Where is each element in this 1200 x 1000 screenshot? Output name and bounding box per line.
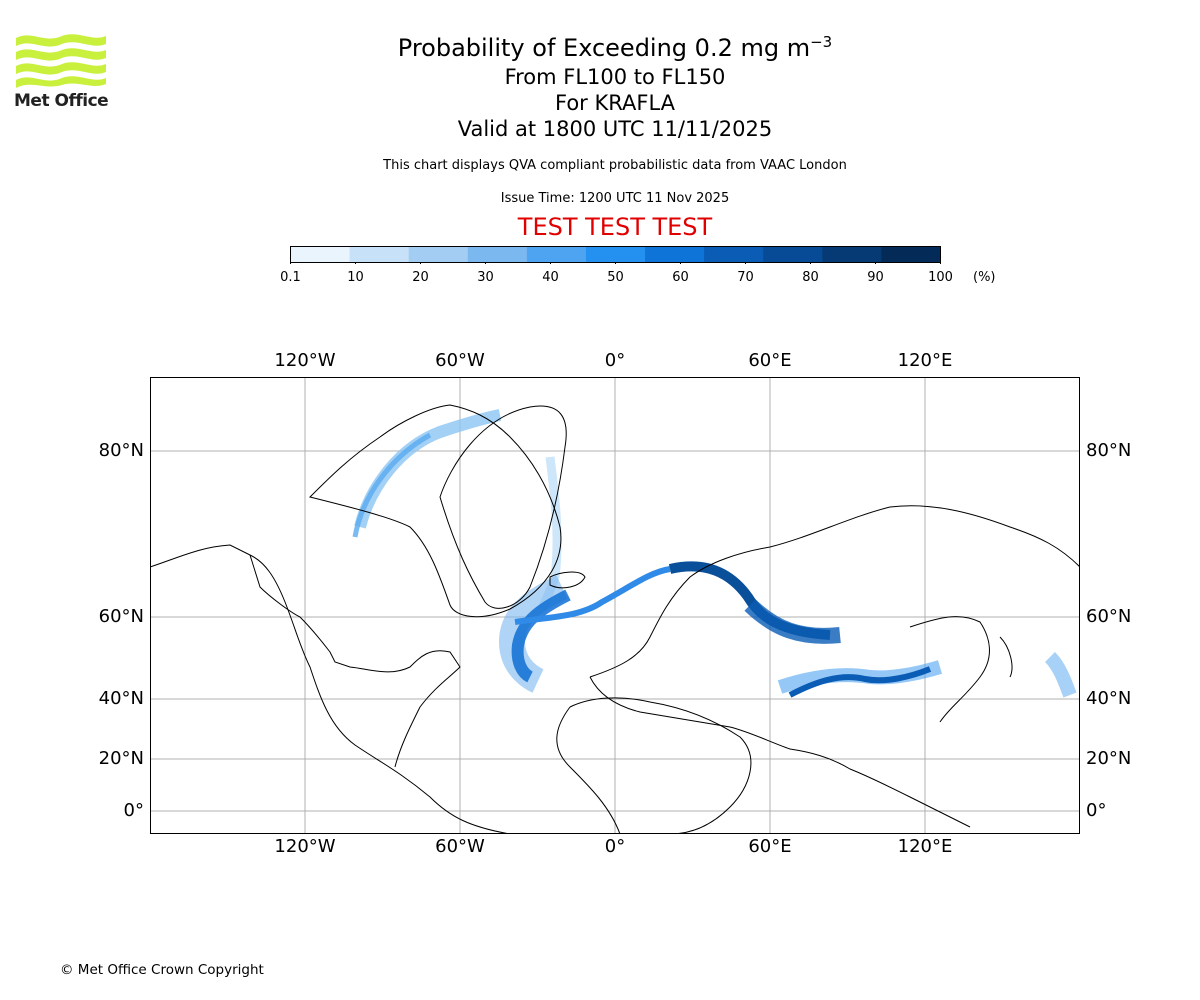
lon-label-bottom: 60°W [435, 836, 485, 857]
coastlines [150, 404, 1080, 834]
plume-russia-wide [744, 599, 841, 644]
title-superscript: −3 [810, 33, 833, 51]
colorbar-cell [290, 246, 351, 263]
coast-east-asia [909, 616, 990, 723]
title-main: Probability of Exceeding 0.2 mg m [397, 34, 811, 62]
lat-label-left: 60°N [98, 606, 144, 627]
logo-text: Met Office [14, 91, 109, 111]
colorbar-frame [290, 246, 941, 263]
plume-pacific [1044, 652, 1077, 698]
lat-label-left: 80°N [98, 440, 144, 461]
colorbar-cell [349, 246, 410, 263]
colorbar-cell [467, 246, 528, 263]
plume-arctic-mid [352, 432, 432, 538]
lat-label-right: 60°N [1086, 606, 1132, 627]
met-office-logo [14, 30, 108, 112]
lon-label-bottom: 120°E [897, 836, 953, 857]
colorbar-cell [763, 246, 823, 263]
lon-label-bottom: 120°W [274, 836, 336, 857]
colorbar-cell [526, 246, 587, 263]
met-office-wave-icon [16, 34, 106, 88]
lon-label-top: 60°W [435, 350, 485, 371]
lon-label-top: 60°E [748, 350, 792, 371]
colorbar-cell [822, 246, 882, 263]
lon-label-bottom: 60°E [748, 836, 792, 857]
colorbar-label: 50 [607, 270, 624, 285]
lat-label-right: 20°N [1086, 748, 1132, 769]
colorbar-cell [704, 246, 764, 263]
coast-americas-west [150, 544, 511, 834]
lon-label-top: 120°W [274, 350, 336, 371]
lon-label-top: 120°E [897, 350, 953, 371]
lat-label-right: 40°N [1086, 688, 1132, 709]
flight-levels: From FL100 to FL150 [504, 65, 726, 89]
ash-plume [352, 409, 1077, 698]
coast-eurasia-south [589, 676, 971, 828]
colorbar-unit: (%) [973, 270, 996, 285]
coast-arctic-canada [309, 404, 562, 618]
chart-title: Probability of Exceeding 0.2 mg m−3 [230, 26, 1000, 64]
valid-time: Valid at 1800 UTC 11/11/2025 [457, 117, 773, 141]
colorbar-label: 40 [542, 270, 559, 285]
volcano-name: For KRAFLA [555, 91, 675, 115]
colorbar-label: 90 [867, 270, 884, 285]
lat-label-left: 0° [123, 800, 144, 821]
colorbar-cell [585, 246, 646, 263]
chart-description: This chart displays QVA compliant probab… [383, 158, 847, 173]
colorbar-cell [408, 246, 469, 263]
colorbar-label: 0.1 [280, 270, 301, 285]
lon-label-bottom: 0° [604, 836, 626, 857]
chart-title-block: Probability of Exceeding 0.2 mg m−3 From… [230, 26, 1000, 142]
test-banner: TEST TEST TEST [517, 213, 713, 241]
colorbar [290, 246, 941, 264]
plume-atlantic-core [511, 589, 571, 683]
colorbar-label: 10 [347, 270, 364, 285]
colorbar-label: 20 [412, 270, 429, 285]
coast-africa [556, 697, 752, 834]
colorbar-cell [645, 246, 705, 263]
map-panel [150, 377, 1080, 834]
colorbar-label: 70 [737, 270, 754, 285]
colorbar-label: 60 [672, 270, 689, 285]
plume-asia-core [788, 666, 932, 698]
colorbar-label: 100 [928, 270, 953, 285]
colorbar-cell [881, 246, 941, 263]
lat-label-left: 20°N [98, 748, 144, 769]
colorbar-label: 30 [477, 270, 494, 285]
map-frame [150, 377, 1080, 834]
lat-label-left: 40°N [98, 688, 144, 709]
colorbar-label: 80 [802, 270, 819, 285]
coast-greenland [439, 405, 567, 609]
plume-iceland-band [514, 566, 671, 625]
copyright: © Met Office Crown Copyright [60, 962, 264, 978]
coast-eurasia-north [589, 505, 1080, 678]
coast-north-america [249, 554, 461, 768]
coast-iceland [549, 571, 586, 589]
graticule [150, 377, 1080, 834]
issue-time: Issue Time: 1200 UTC 11 Nov 2025 [500, 191, 730, 206]
lon-label-top: 0° [604, 350, 626, 371]
lat-label-right: 0° [1086, 800, 1107, 821]
coast-japan [999, 636, 1013, 678]
lat-label-right: 80°N [1086, 440, 1132, 461]
